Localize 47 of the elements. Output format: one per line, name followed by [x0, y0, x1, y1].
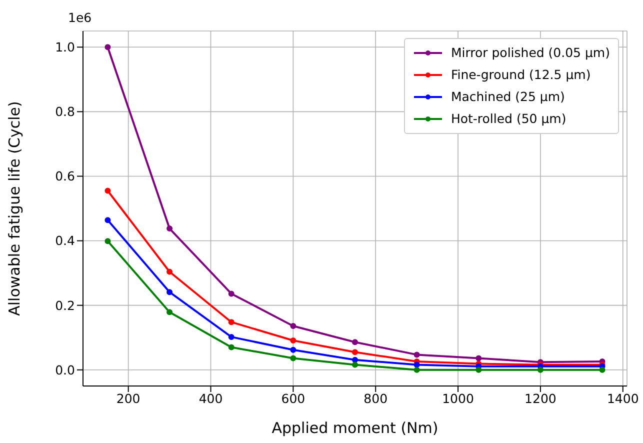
- legend-label: Mirror polished (0.05 μm): [450, 44, 610, 62]
- point: [352, 362, 358, 368]
- point: [104, 44, 111, 50]
- x-tick-label: 200: [116, 390, 140, 406]
- point: [104, 217, 111, 224]
- point: [352, 356, 358, 363]
- x-tick-label: 800: [364, 390, 388, 406]
- x-axis-title: Applied moment (Nm): [272, 419, 438, 437]
- point: [228, 334, 234, 340]
- y-axis-title: Allowable fatigue life (Cycle): [5, 101, 24, 316]
- y-tick-label: 0.0: [55, 362, 76, 378]
- point: [414, 352, 420, 358]
- y-tick-label: 0.8: [55, 104, 76, 120]
- x-tick-label: 400: [198, 390, 223, 406]
- point: [599, 366, 606, 373]
- legend-label: Machined (25 μm): [450, 88, 565, 106]
- point: [228, 290, 234, 297]
- point: [166, 309, 173, 316]
- legend-label: Fine-ground (12.5 μm): [450, 66, 591, 84]
- point: [290, 346, 296, 353]
- point: [228, 319, 234, 326]
- point: [290, 337, 296, 344]
- y-tick-label: 0.6: [55, 168, 76, 184]
- y-tick-label: 1.0: [55, 40, 76, 55]
- point: [228, 344, 234, 350]
- point: [537, 366, 544, 373]
- point: [414, 366, 420, 373]
- x-tick-label: 1400: [606, 390, 639, 406]
- point: [104, 238, 111, 244]
- point: [414, 362, 420, 368]
- text: 1e6: [68, 10, 92, 25]
- y-tick-label: 0.2: [55, 298, 75, 313]
- legend-label: Hot-rolled (50 μm): [450, 110, 566, 128]
- point: [290, 322, 296, 329]
- point: [166, 268, 173, 275]
- point: [290, 355, 296, 362]
- x-tick-label: 1200: [524, 390, 556, 406]
- x-tick-label: 1000: [442, 390, 474, 406]
- point: [476, 366, 482, 373]
- point: [166, 226, 173, 232]
- point: [166, 289, 173, 296]
- y-tick-label: 0.4: [55, 233, 76, 248]
- point: [476, 355, 482, 362]
- point: [352, 339, 358, 346]
- x-tick-label: 600: [281, 390, 306, 406]
- point: [104, 188, 111, 194]
- point: [352, 349, 358, 356]
